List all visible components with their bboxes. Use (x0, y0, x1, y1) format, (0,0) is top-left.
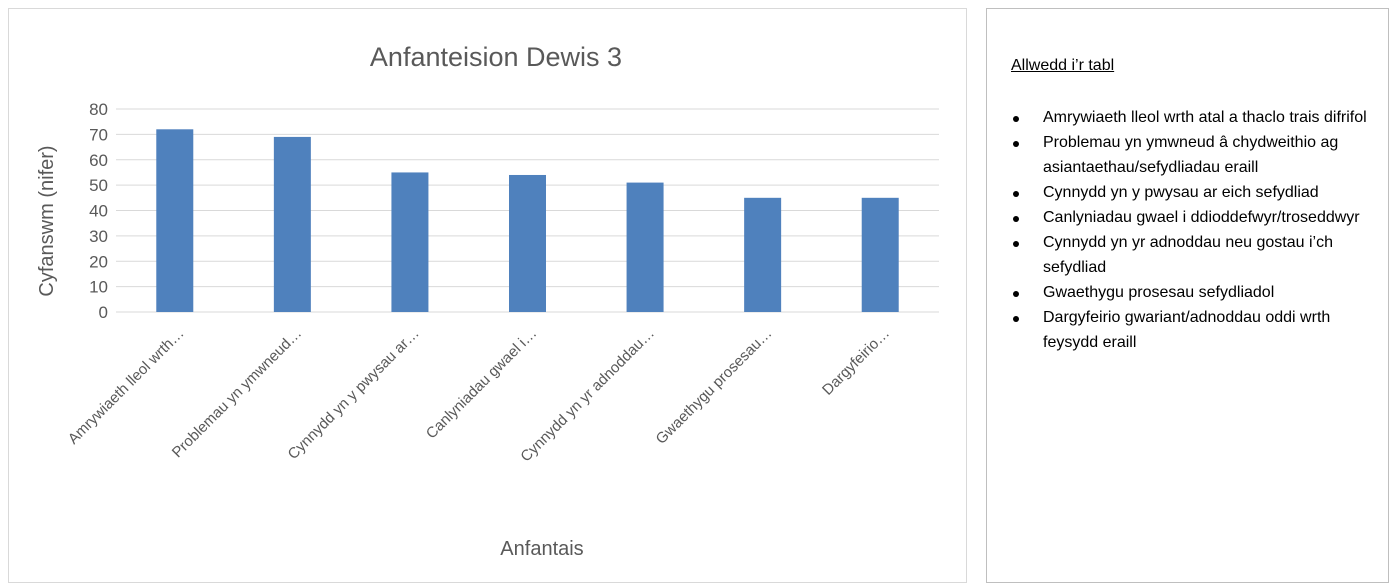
x-tick-label: Dargyfeirio… (819, 325, 893, 399)
key-item: Cynnydd yn y pwysau ar eich sefydliad (1005, 180, 1385, 205)
key-item-text: Amrywiaeth lleol wrth atal a thaclo trai… (1043, 109, 1367, 126)
x-axis-label: Anfantais (500, 538, 583, 560)
key-title: Allwedd i’r tabl (1011, 57, 1115, 74)
bullet-icon (1013, 291, 1019, 297)
y-axis-label: Cyfanswm (nifer) (36, 145, 58, 296)
bar-chart: Anfanteision Dewis 3 Cyfanswm (nifer) An… (36, 42, 939, 560)
bar (744, 197, 782, 312)
key-item-text: Gwaethygu prosesau sefydliadol (1043, 284, 1275, 301)
x-tick-label: Cynnydd yn yr adnoddau… (517, 325, 658, 466)
key-item: Gwaethygu prosesau sefydliadol (1005, 280, 1385, 305)
chart-title: Anfanteision Dewis 3 (370, 42, 622, 72)
x-tick-labels: Amrywiaeth lleol wrth…Problemau yn ymwne… (65, 325, 893, 466)
key-item-text: Dargyfeirio gwariant/adnoddau oddi wrth … (1043, 309, 1331, 351)
y-tick-label: 60 (89, 151, 108, 170)
key-item: Amrywiaeth lleol wrth atal a thaclo trai… (1005, 105, 1385, 130)
bullet-icon (1013, 116, 1019, 122)
x-tick-label: Canlyniadau gwael i… (423, 325, 541, 443)
x-tick-label: Amrywiaeth lleol wrth… (65, 325, 188, 448)
key-list: Amrywiaeth lleol wrth atal a thaclo trai… (1005, 105, 1385, 355)
bullet-icon (1013, 316, 1019, 322)
key-item: Dargyfeirio gwariant/adnoddau oddi wrth … (1005, 305, 1385, 355)
key-item: Cynnydd yn yr adnoddau neu gostau i’ch s… (1005, 230, 1385, 280)
bar (273, 136, 311, 312)
chart-key-panel: Allwedd i’r tabl Amrywiaeth lleol wrth a… (986, 8, 1389, 583)
x-tick-label: Problemau yn ymwneud… (169, 325, 305, 461)
bullet-icon (1013, 191, 1019, 197)
bar (626, 182, 664, 312)
x-tick-label: Cynnydd yn y pwysau ar… (285, 325, 423, 463)
y-tick-label: 10 (89, 278, 108, 297)
key-item-text: Cynnydd yn y pwysau ar eich sefydliad (1043, 184, 1319, 201)
y-tick-label: 50 (89, 176, 108, 195)
y-tick-label: 80 (89, 100, 108, 119)
bullet-icon (1013, 141, 1019, 147)
y-tick-labels: 0 10 20 30 40 50 60 70 80 (89, 100, 108, 322)
key-item-text: Problemau yn ymwneud â chydweithio ag as… (1043, 134, 1339, 176)
bar (509, 174, 546, 312)
x-tick-label: Gwaethygu prosesau… (653, 325, 776, 448)
bullet-icon (1013, 216, 1019, 222)
y-tick-label: 40 (89, 202, 108, 221)
y-tick-label: 20 (89, 252, 108, 271)
key-item-text: Cynnydd yn yr adnoddau neu gostau i’ch s… (1043, 234, 1333, 276)
bar (861, 197, 899, 312)
y-tick-label: 70 (89, 125, 108, 144)
y-tick-label: 30 (89, 227, 108, 246)
bullet-icon (1013, 241, 1019, 247)
key-item-text: Canlyniadau gwael i ddioddefwyr/troseddw… (1043, 209, 1360, 226)
key-item: Problemau yn ymwneud â chydweithio ag as… (1005, 130, 1385, 180)
y-tick-label: 0 (99, 303, 108, 322)
bar (391, 172, 429, 312)
key-item: Canlyniadau gwael i ddioddefwyr/troseddw… (1005, 205, 1385, 230)
chart-panel: Anfanteision Dewis 3 Cyfanswm (nifer) An… (8, 8, 967, 583)
bars (156, 129, 899, 312)
bar (156, 129, 194, 312)
